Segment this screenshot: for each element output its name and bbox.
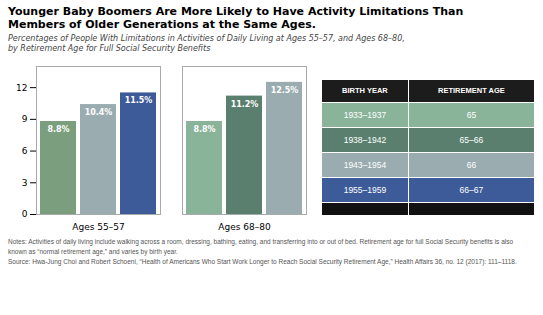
html-text:66: 66 [466,159,477,170]
svg-text:9: 9 [22,114,28,124]
svg-text:Ages 68–80: Ages 68–80 [218,222,271,232]
html-text:RETIREMENT AGE: RETIREMENT AGE [438,86,505,95]
svg-text:Ages 55–57: Ages 55–57 [72,222,124,232]
html-text:66–67: 66–67 [459,184,484,195]
svg-text:8.8%: 8.8% [193,125,215,134]
svg-text:0: 0 [22,209,28,219]
svg-text:6: 6 [22,146,28,156]
svg-text:11.2%: 11.2% [231,100,259,109]
svg-text:8.8%: 8.8% [47,125,69,134]
html-text:Younger Baby Boomers Are More: Younger Baby Boomers Are More Likely to … [8,5,464,18]
html-text:1933–1937: 1933–1937 [343,109,387,120]
html-text:Members of Older Generations a: Members of Older Generations at the Same… [8,18,316,31]
html-text:Source: Hwa-Jung Choi and Robe: Source: Hwa-Jung Choi and Robert Schoeni… [8,258,517,265]
html-text:by Retirement Age for Full Soc: by Retirement Age for Full Social Securi… [8,44,211,53]
svg-text:3: 3 [22,178,28,188]
svg-text:12.5%: 12.5% [271,86,299,95]
html-text:1955–1959: 1955–1959 [343,184,387,195]
html-text:1943–1954: 1943–1954 [343,159,387,170]
svg-text:11.5%: 11.5% [125,96,153,105]
html-text:BIRTH YEAR: BIRTH YEAR [342,86,388,95]
html-text:65–66: 65–66 [459,134,484,145]
svg-text:10.4%: 10.4% [85,108,113,117]
html-text:65: 65 [466,109,477,120]
html-text:1938–1942: 1938–1942 [343,134,387,145]
html-text:known as “normal retirement ag: known as “normal retirement age,” and va… [8,248,178,255]
html-text:Percentages of People With Lim: Percentages of People With Limitations i… [8,34,405,43]
html-text:Notes: Activities of daily liv: Notes: Activities of daily living includ… [8,238,514,245]
svg-text:12: 12 [16,83,27,93]
